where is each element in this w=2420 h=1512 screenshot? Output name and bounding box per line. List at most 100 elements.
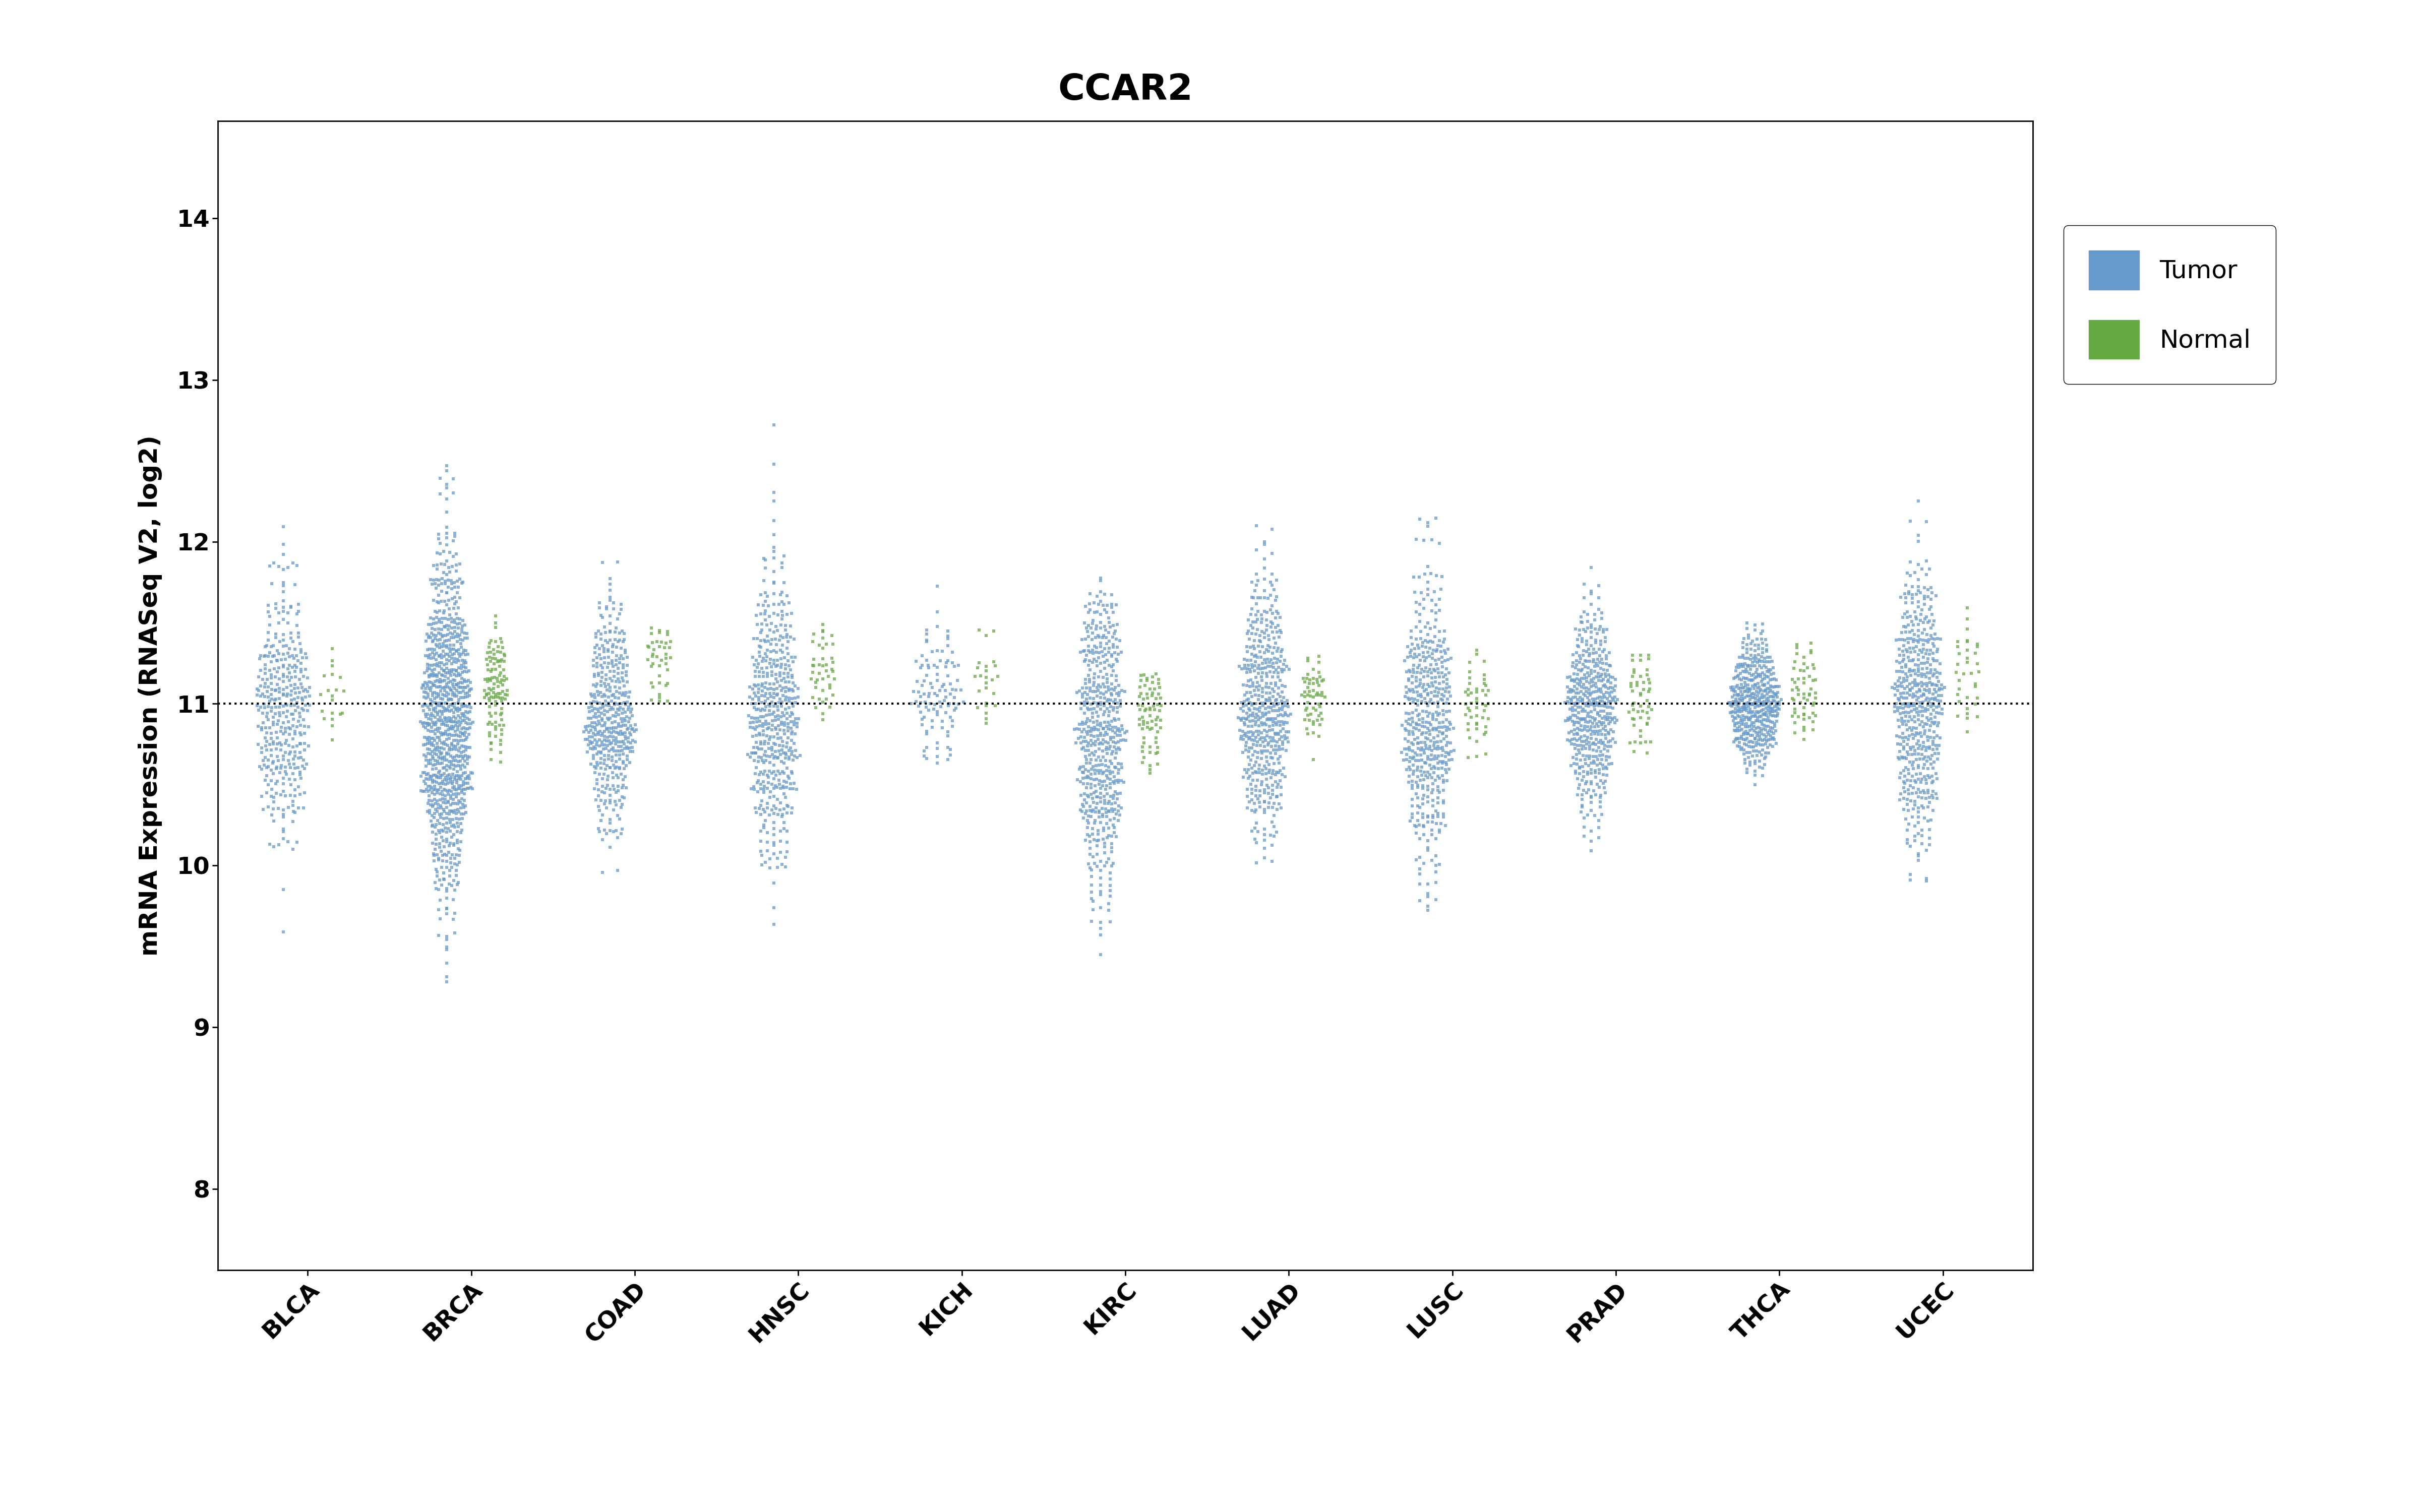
- Point: [278, 614, 317, 638]
- Point: [1389, 635, 1428, 659]
- Point: [1249, 706, 1287, 730]
- Point: [1256, 762, 1295, 786]
- Point: [1072, 611, 1111, 635]
- Point: [1876, 627, 1914, 652]
- Point: [1382, 741, 1421, 765]
- Point: [1752, 724, 1791, 748]
- Point: [1902, 664, 1941, 688]
- Point: [1234, 585, 1273, 609]
- Point: [1074, 732, 1113, 756]
- Point: [941, 677, 980, 702]
- Point: [1909, 627, 1948, 652]
- Point: [745, 699, 784, 723]
- Point: [1595, 730, 1634, 754]
- Point: [433, 826, 472, 850]
- Point: [603, 644, 641, 668]
- Point: [419, 609, 457, 634]
- Point: [1728, 761, 1767, 785]
- Point: [1575, 680, 1614, 705]
- Point: [1227, 730, 1266, 754]
- Point: [264, 798, 302, 823]
- Point: [1464, 667, 1503, 691]
- Point: [419, 779, 457, 803]
- Point: [760, 726, 799, 750]
- Point: [247, 721, 286, 745]
- Point: [576, 674, 615, 699]
- Point: [1394, 720, 1433, 744]
- Point: [576, 685, 615, 709]
- Point: [431, 715, 469, 739]
- Point: [1914, 664, 1953, 688]
- Point: [1568, 744, 1607, 768]
- Point: [929, 720, 968, 744]
- Point: [1566, 667, 1604, 691]
- Point: [603, 691, 641, 715]
- Point: [254, 711, 293, 735]
- Point: [1580, 665, 1619, 689]
- Point: [760, 624, 799, 649]
- Point: [1728, 673, 1767, 697]
- Point: [1742, 691, 1781, 715]
- Point: [757, 745, 796, 770]
- Point: [1568, 676, 1607, 700]
- Point: [1588, 647, 1626, 671]
- Point: [1408, 514, 1447, 538]
- Point: [1725, 705, 1764, 729]
- Point: [1573, 706, 1612, 730]
- Point: [438, 830, 477, 854]
- Point: [1251, 655, 1290, 679]
- Point: [765, 733, 803, 758]
- Point: [1084, 827, 1123, 851]
- Point: [1588, 735, 1626, 759]
- Point: [745, 729, 784, 753]
- Point: [741, 773, 779, 797]
- Point: [1070, 830, 1108, 854]
- Point: [1067, 764, 1106, 788]
- Point: [416, 736, 455, 761]
- Point: [1082, 721, 1120, 745]
- Point: [1089, 816, 1128, 841]
- Point: [1905, 617, 1943, 641]
- Point: [1082, 782, 1120, 806]
- Point: [1396, 668, 1435, 692]
- Point: [1558, 667, 1597, 691]
- Point: [745, 546, 784, 570]
- Point: [1232, 602, 1270, 626]
- Point: [1232, 798, 1270, 823]
- Point: [1902, 709, 1941, 733]
- Point: [472, 712, 511, 736]
- Point: [731, 715, 770, 739]
- Point: [583, 634, 622, 658]
- Point: [1742, 677, 1781, 702]
- Point: [753, 773, 791, 797]
- Point: [428, 841, 467, 865]
- Point: [283, 795, 322, 820]
- Point: [1774, 667, 1813, 691]
- Point: [438, 696, 477, 720]
- Point: [1909, 597, 1948, 621]
- Point: [586, 711, 624, 735]
- Point: [421, 643, 460, 667]
- Point: [745, 569, 784, 593]
- Point: [1079, 712, 1118, 736]
- Point: [1128, 668, 1166, 692]
- Point: [1575, 697, 1614, 721]
- Point: [438, 801, 477, 826]
- Point: [607, 753, 646, 777]
- Point: [1094, 614, 1133, 638]
- Point: [269, 742, 307, 767]
- Point: [1067, 747, 1106, 771]
- Point: [1563, 759, 1602, 783]
- Point: [416, 782, 455, 806]
- Point: [603, 792, 641, 816]
- Point: [595, 729, 634, 753]
- Point: [1592, 686, 1631, 711]
- Point: [1074, 791, 1113, 815]
- Point: [1626, 730, 1665, 754]
- Point: [1907, 771, 1946, 795]
- Point: [1120, 708, 1159, 732]
- Point: [445, 715, 484, 739]
- Point: [900, 685, 939, 709]
- Point: [409, 714, 448, 738]
- Point: [1091, 643, 1130, 667]
